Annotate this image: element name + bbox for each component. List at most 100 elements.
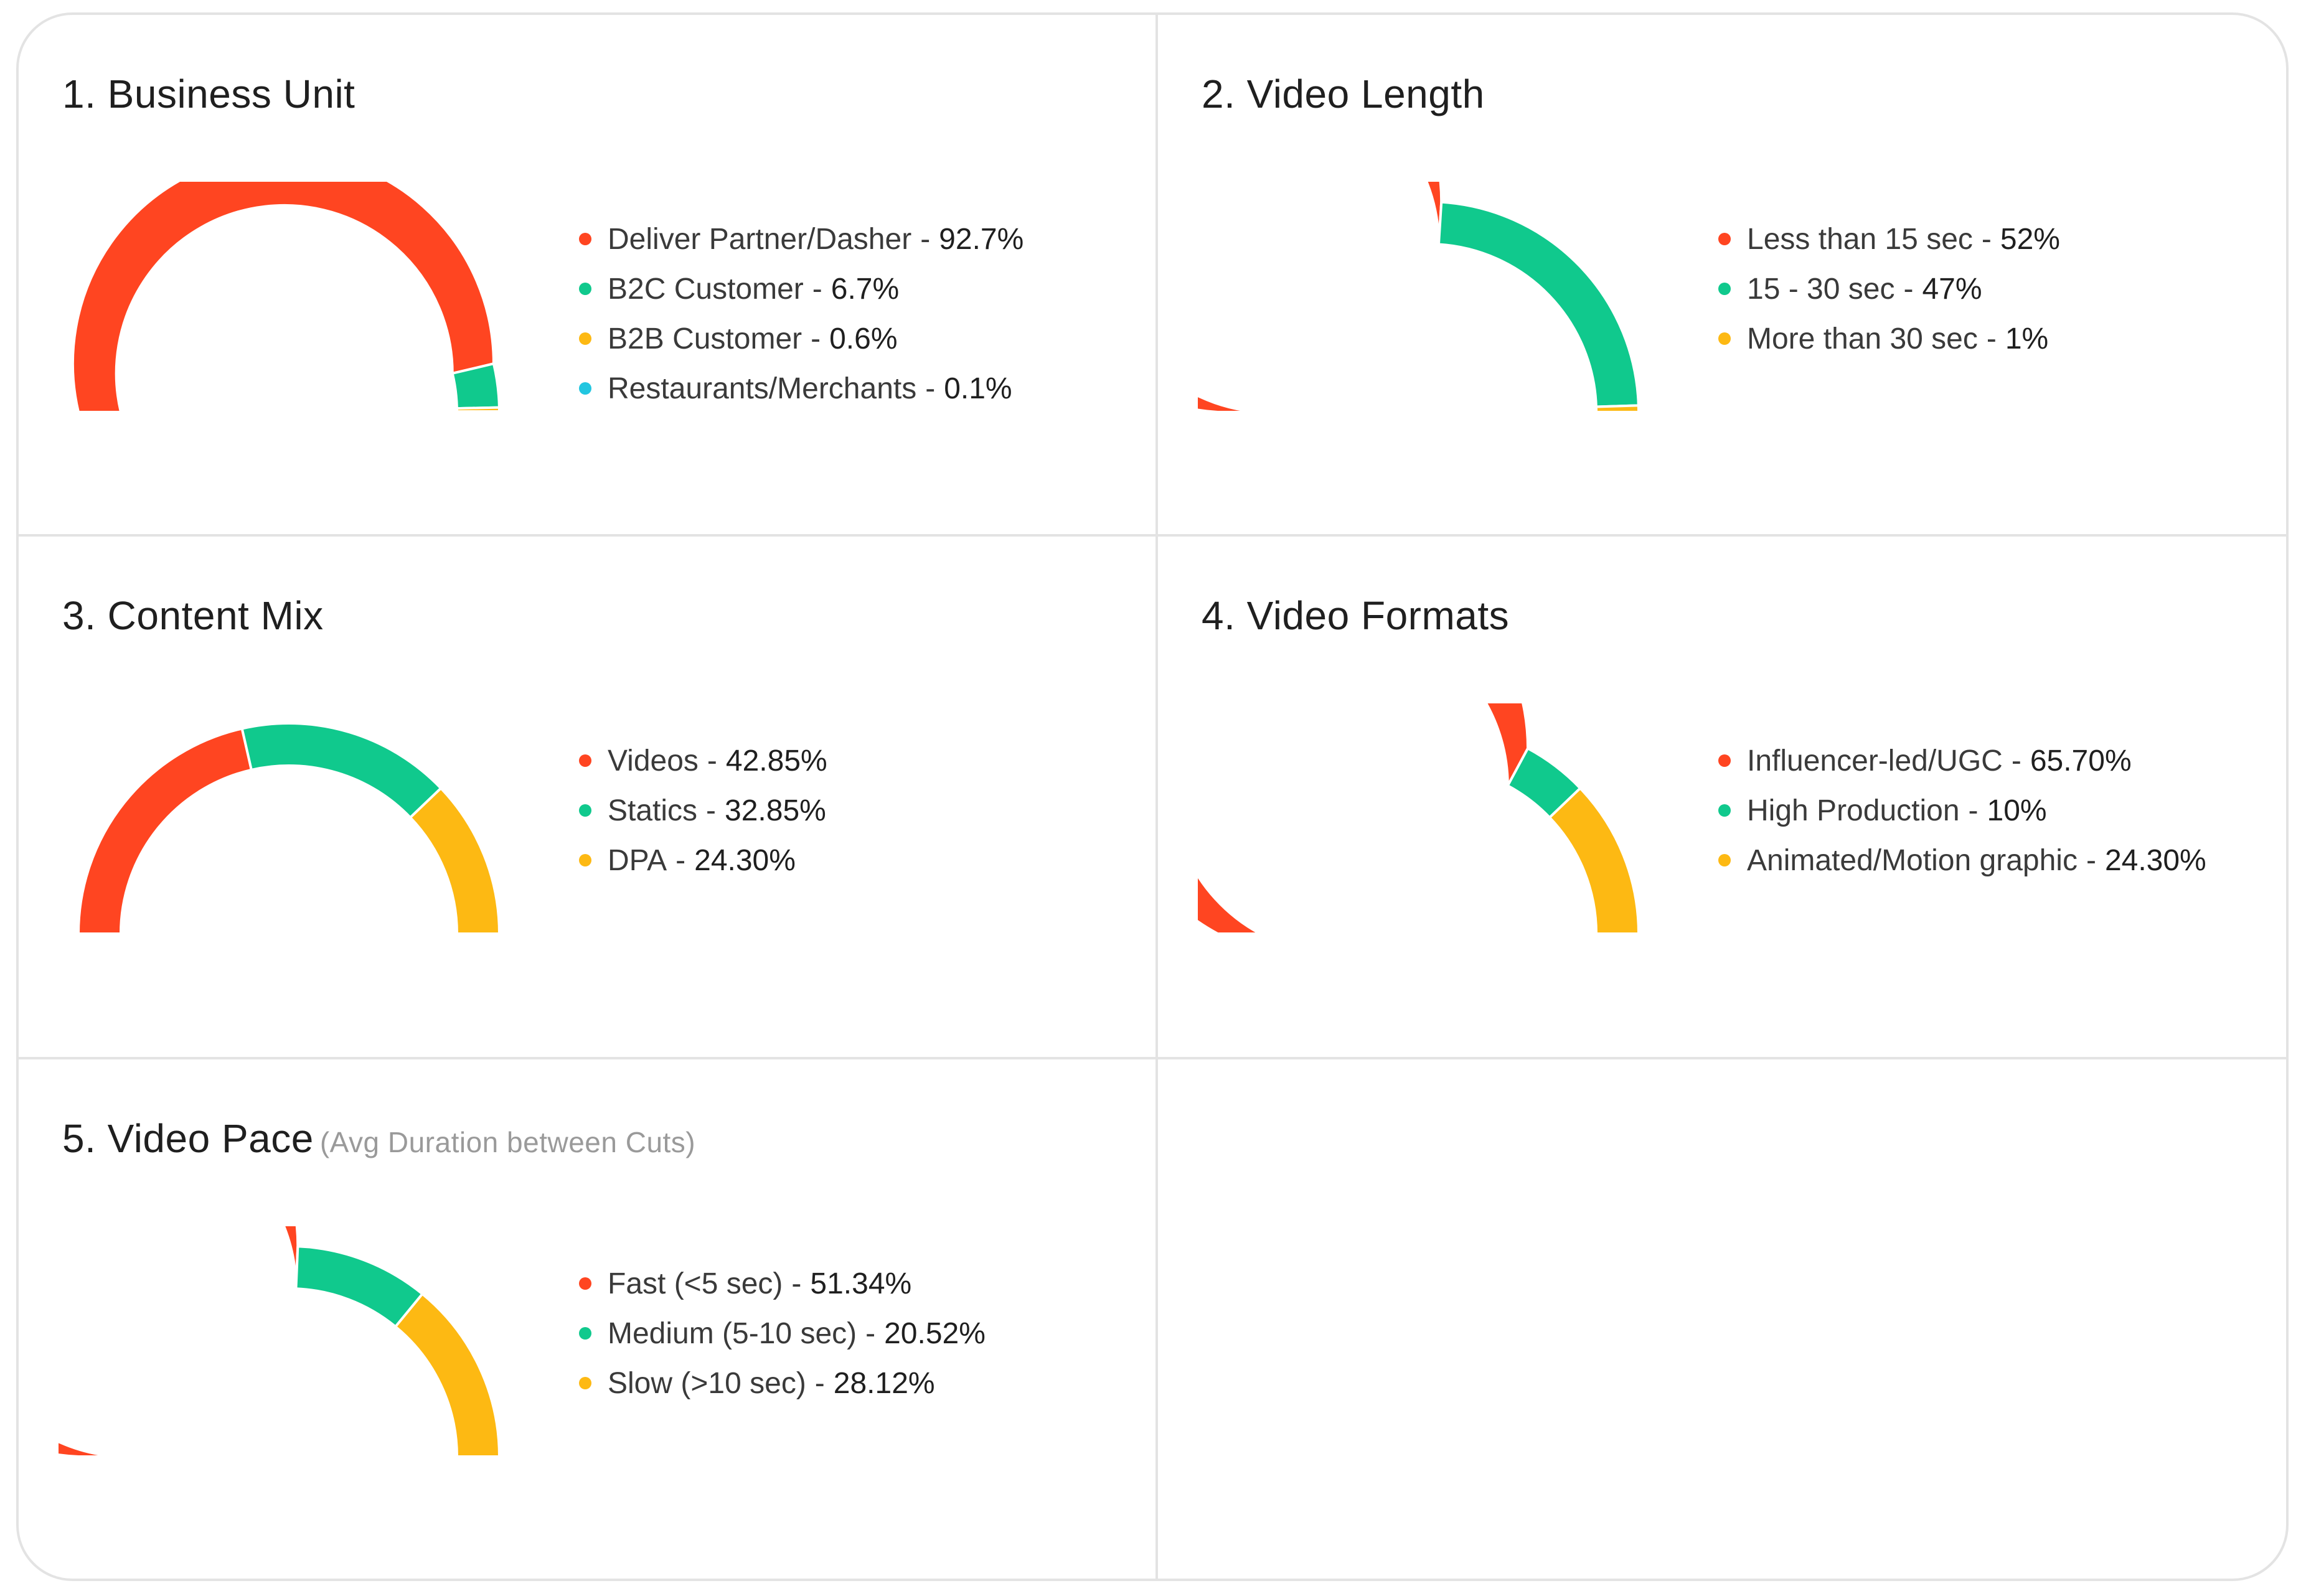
legend-separator: - [707, 744, 717, 777]
legend-dot-icon [579, 332, 591, 345]
gauge-segment-dpa [409, 787, 501, 935]
legend-item: B2C Customer -6.7% [579, 264, 1024, 314]
panel-video-length: 2. Video Length Less than 15 sec -52% 15 -… [1158, 15, 2286, 534]
legend-dot-icon [579, 1377, 591, 1389]
panel-title-text: 1. Business Unit [62, 72, 355, 116]
gauge-segment-restaurants-merchants [455, 410, 501, 413]
legend-dot-icon [1718, 233, 1731, 245]
legend-item: Influencer-led/UGC -65.70% [1718, 736, 2206, 786]
gauge-segment-slow-10-sec [394, 1292, 501, 1458]
legend-separator: - [812, 272, 822, 306]
legend-label: Statics [608, 794, 698, 827]
legend-separator: - [2011, 744, 2021, 777]
legend-item: Slow (>10 sec) -28.12% [579, 1358, 986, 1408]
legend-item: Less than 15 sec -52% [1718, 214, 2060, 264]
legend-separator: - [675, 843, 686, 877]
gauge-segment-deliver-partner-dasher [71, 182, 495, 413]
chart-legend: Fast (<5 sec) -51.34% Medium (5-10 sec) -20… [579, 1259, 986, 1408]
legend-separator: - [791, 1267, 802, 1300]
legend-separator: - [920, 222, 931, 256]
legend-dot-icon [579, 854, 591, 866]
legend-item: More than 30 sec -1% [1718, 314, 2060, 364]
panel-title: 1. Business Unit [62, 71, 355, 117]
legend-label: Less than 15 sec [1747, 222, 1973, 256]
legend-label: B2B Customer [608, 322, 802, 355]
legend-value: 92.7% [939, 222, 1024, 256]
legend-value: 28.12% [833, 1366, 935, 1400]
legend-separator: - [1903, 272, 1914, 306]
legend-label: B2C Customer [608, 272, 804, 306]
legend-dot-icon [579, 804, 591, 817]
panel-title: 2. Video Length [1202, 71, 1485, 117]
legend-value: 32.85% [725, 794, 826, 827]
chart-grid: 1. Business Unit Deliver Partner/Dasher -… [19, 15, 2286, 1579]
legend-label: Influencer-led/UGC [1747, 744, 2003, 777]
legend-dot-icon [579, 1277, 591, 1290]
horizontal-divider [19, 1057, 2286, 1059]
gauge-segment-influencer-led-ugc [1198, 703, 1530, 935]
panel-title-text: 2. Video Length [1202, 72, 1485, 116]
legend-label: High Production [1747, 794, 1960, 827]
legend-separator: - [1981, 222, 1992, 256]
horizontal-divider [19, 534, 2286, 537]
panel-title: 5. Video Pace (Avg Duration between Cuts) [62, 1115, 695, 1162]
legend-label: Fast (<5 sec) [608, 1267, 783, 1300]
legend-dot-icon [579, 283, 591, 295]
legend-value: 0.6% [829, 322, 898, 355]
legend-dot-icon [579, 233, 591, 245]
legend-separator: - [2086, 843, 2096, 877]
legend-separator: - [1968, 794, 1979, 827]
semi-donut-chart [1198, 182, 1640, 413]
legend-value: 51.34% [810, 1267, 912, 1300]
gauge-segment-more-than-30-sec [1594, 404, 1640, 413]
legend-label: DPA [608, 843, 667, 877]
legend-dot-icon [1718, 804, 1731, 817]
chart-legend: Less than 15 sec -52% 15 - 30 sec -47% More … [1718, 214, 2060, 364]
legend-label: Videos [608, 744, 699, 777]
legend-value: 20.52% [884, 1317, 986, 1350]
semi-donut-chart [59, 1226, 501, 1458]
legend-item: 15 - 30 sec -47% [1718, 264, 2060, 314]
legend-value: 42.85% [725, 744, 827, 777]
gauge-segment-medium-5-10-sec [294, 1245, 424, 1328]
legend-item: Videos -42.85% [579, 736, 827, 786]
legend-label: Restaurants/Merchants [608, 372, 917, 405]
gauge-segment-statics [240, 722, 443, 819]
legend-item: Statics -32.85% [579, 786, 827, 835]
legend-separator: - [865, 1317, 876, 1350]
legend-value: 65.70% [2030, 744, 2132, 777]
dashboard-card: 1. Business Unit Deliver Partner/Dasher -… [16, 12, 2289, 1581]
panel-business-unit: 1. Business Unit Deliver Partner/Dasher -… [19, 15, 1155, 534]
legend-value: 10% [1987, 794, 2047, 827]
legend-item: Deliver Partner/Dasher -92.7% [579, 214, 1024, 264]
legend-item: Medium (5-10 sec) -20.52% [579, 1308, 986, 1358]
legend-separator: - [814, 1366, 825, 1400]
panel-empty [1158, 1059, 2286, 1579]
legend-item: High Production -10% [1718, 786, 2206, 835]
panel-title: 3. Content Mix [62, 593, 324, 639]
legend-dot-icon [579, 754, 591, 767]
semi-donut-chart [71, 182, 501, 413]
legend-dot-icon [1718, 283, 1731, 295]
legend-label: Animated/Motion graphic [1747, 843, 2078, 877]
legend-label: Slow (>10 sec) [608, 1366, 806, 1400]
gauge-segment-15-30-sec [1437, 200, 1640, 408]
legend-value: 1% [2005, 322, 2049, 355]
panel-content-mix: 3. Content Mix Videos -42.85% Statics -32.8… [19, 537, 1155, 1057]
legend-separator: - [811, 322, 821, 355]
panel-title-text: 4. Video Formats [1202, 593, 1510, 638]
legend-separator: - [1986, 322, 1997, 355]
legend-item: B2B Customer -0.6% [579, 314, 1024, 364]
chart-legend: Deliver Partner/Dasher -92.7% B2C Customer… [579, 214, 1024, 413]
gauge-segment-less-than-15-sec [1198, 182, 1443, 413]
legend-value: 6.7% [831, 272, 900, 306]
panel-subtitle: (Avg Duration between Cuts) [319, 1126, 696, 1158]
legend-item: Fast (<5 sec) -51.34% [579, 1259, 986, 1308]
legend-item: Restaurants/Merchants -0.1% [579, 364, 1024, 413]
legend-value: 24.30% [694, 843, 796, 877]
panel-title: 4. Video Formats [1202, 593, 1509, 639]
panel-video-formats: 4. Video Formats Influencer-led/UGC -65.7… [1158, 537, 2286, 1057]
gauge-segment-videos [77, 727, 253, 935]
chart-legend: Videos -42.85% Statics -32.85% DPA -24.30% [579, 736, 827, 885]
semi-donut-chart [1198, 703, 1640, 935]
